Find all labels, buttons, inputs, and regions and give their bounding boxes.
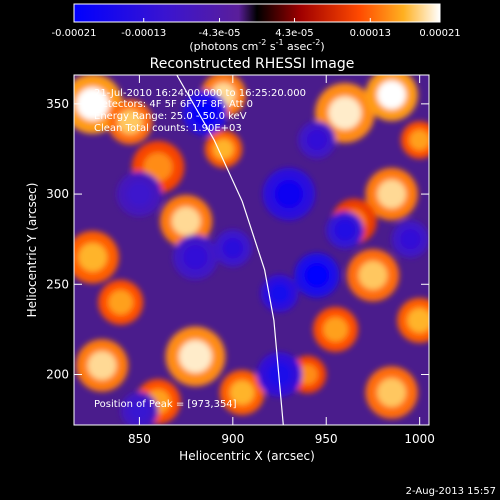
heatmap-blob-core (407, 308, 429, 333)
heatmap-blob-core (143, 152, 173, 182)
heatmap-blob-core (358, 260, 388, 290)
y-tick-label: 200 (46, 367, 69, 381)
heatmap-blob-core (269, 283, 290, 304)
heatmap-blob-core (409, 129, 429, 151)
heatmap-blob-core (377, 80, 407, 110)
info-line-energy: Energy Range: 25.0 - 50.0 keV (94, 111, 247, 122)
heatmap-blob-core (306, 129, 328, 151)
heatmap-blob-core (117, 109, 143, 135)
heatmap-blob-core (129, 400, 150, 421)
info-line-clean: Clean Total counts: 1.90E+03 (94, 123, 242, 134)
heatmap-blob-core (171, 206, 201, 236)
x-tick-label: 900 (221, 432, 244, 446)
solar-limb-line (176, 75, 284, 425)
heatmap-image (74, 75, 429, 425)
colorbar-ticks: -0.00021 -0.00013 -4.3e-05 4.3e-05 0.00013 0.… (52, 18, 461, 39)
heatmap-blob-core (192, 100, 218, 126)
colorbar-tick-label: 4.3e-05 (275, 28, 313, 39)
y-axis-label: Heliocentric Y (arcsec) (25, 183, 39, 318)
colorbar (73, 3, 441, 23)
colorbar-tick-label: 0.00021 (419, 28, 460, 39)
colorbar-tick-label: -4.3e-05 (199, 28, 241, 39)
x-tick-label: 850 (128, 432, 151, 446)
heatmap-blob-core (183, 244, 208, 270)
info-text: 21-Jul-2010 16:24:00.000 to 16:25:20.000… (94, 88, 306, 134)
info-line-detectors: Detectors: 4F 5F 6F 7F 8F, Att 0 (94, 99, 253, 110)
heatmap-blob-core (108, 289, 134, 315)
heatmap-blob-core (87, 351, 117, 380)
colorbar-unit: (photons cm-2 s-1 asec-2) (189, 38, 324, 53)
heatmap-blob-core (328, 96, 362, 130)
heatmap-blob-core (377, 179, 407, 209)
heatmap-blob-core (334, 219, 356, 241)
x-tick-label: 1000 (404, 432, 435, 446)
heatmap-blob-core (229, 380, 255, 405)
colorbar-tick-label: 0.00013 (350, 28, 391, 39)
heatmap-blob-core (213, 138, 234, 160)
colorbar-tick-label: -0.00021 (52, 28, 97, 39)
heatmap-blob-core (400, 228, 421, 250)
y-tick-label: 350 (46, 97, 69, 111)
heatmap-blob-core (127, 181, 152, 207)
plot-frame (73, 74, 430, 426)
chart-title: Reconstructed RHESSI Image (150, 56, 355, 72)
heatmap-blob-core (76, 87, 110, 121)
heatmap-blob-core (274, 179, 304, 209)
heatmap-blob-core (179, 340, 212, 373)
footer-timestamp: 2-Aug-2013 15:57 (406, 486, 496, 497)
heatmap-blob-core (297, 364, 318, 385)
axis-ticks: 850 900 950 1000 200 250 300 350 (46, 75, 435, 446)
x-axis-label: Heliocentric X (arcsec) (179, 449, 315, 463)
heatmap-blob-core (78, 242, 108, 272)
x-tick-label: 950 (315, 432, 338, 446)
heatmap-blob-core (323, 317, 348, 342)
y-tick-label: 300 (46, 187, 69, 201)
info-line-time: 21-Jul-2010 16:24:00.000 to 16:25:20.000 (94, 88, 306, 99)
heatmap-blob-core (377, 378, 407, 407)
y-tick-label: 250 (46, 277, 69, 291)
colorbar-tick-label: -0.00013 (121, 28, 166, 39)
peak-position-label: Position of Peak = [973,354] (94, 399, 237, 410)
heatmap-blob-core (304, 262, 330, 288)
heatmap-blob-core (222, 237, 244, 259)
heatmap-blob-core (267, 362, 292, 387)
